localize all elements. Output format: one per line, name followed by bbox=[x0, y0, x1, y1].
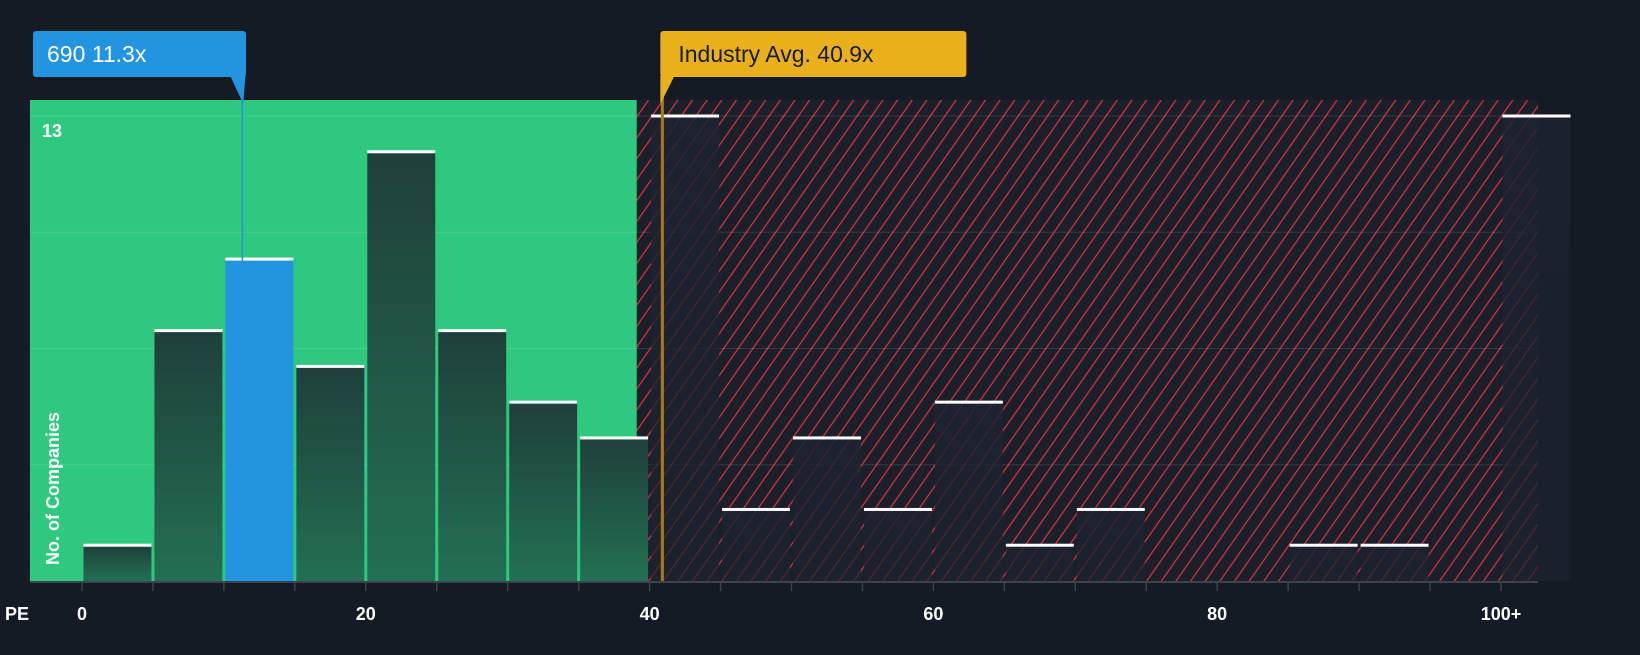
bar-top-cap bbox=[1289, 543, 1358, 547]
bar-top-cap bbox=[1005, 543, 1074, 547]
histogram-bar bbox=[1502, 116, 1571, 581]
bar-top-cap bbox=[1360, 543, 1429, 547]
industry-callout bbox=[660, 31, 967, 77]
bar-top-cap bbox=[651, 114, 720, 118]
bar-top-cap bbox=[580, 436, 649, 440]
company-callout-label: 690 11.3x bbox=[47, 41, 147, 67]
histogram-bar bbox=[509, 402, 578, 581]
x-tick-label: 60 bbox=[923, 604, 943, 624]
x-tick-label: 20 bbox=[356, 604, 376, 624]
histogram-bar bbox=[934, 402, 1003, 581]
bar-top-cap bbox=[367, 150, 436, 154]
overvalued-zone bbox=[636, 100, 1538, 581]
histogram-bar bbox=[1360, 545, 1429, 581]
histogram-bar bbox=[83, 545, 152, 581]
histogram-bar bbox=[1076, 509, 1145, 581]
y-max-label: 13 bbox=[42, 121, 62, 141]
bar-top-cap bbox=[934, 400, 1003, 404]
bar-top-cap bbox=[1502, 114, 1571, 118]
bar-top-cap bbox=[793, 436, 861, 440]
histogram-bar bbox=[438, 330, 507, 581]
bar-top-cap bbox=[154, 329, 223, 333]
company-callout bbox=[33, 31, 246, 77]
bar-top-cap bbox=[863, 507, 932, 511]
histogram-bar bbox=[863, 509, 932, 581]
bar-top-cap bbox=[1076, 507, 1145, 511]
histogram-bar bbox=[154, 330, 223, 581]
histogram-bar bbox=[367, 151, 436, 581]
company-callout-pointer bbox=[230, 76, 246, 104]
y-axis-label: No. of Companies bbox=[43, 412, 63, 565]
x-tick-label: 0 bbox=[77, 604, 87, 624]
bar-top-cap bbox=[296, 364, 365, 368]
histogram-bar bbox=[793, 437, 861, 581]
histogram-bar bbox=[225, 259, 294, 581]
x-tick-label: 100+ bbox=[1481, 604, 1522, 624]
bar-top-cap bbox=[722, 507, 790, 511]
bar-top-cap bbox=[83, 543, 152, 547]
histogram-bar bbox=[1289, 545, 1358, 581]
bar-top-cap bbox=[509, 400, 578, 404]
x-axis-label: PE bbox=[5, 604, 29, 624]
bar-top-cap bbox=[438, 329, 507, 333]
bar-top-cap bbox=[225, 257, 294, 261]
x-tick-label: 40 bbox=[640, 604, 660, 624]
histogram-bar bbox=[580, 437, 649, 581]
industry-callout-pointer bbox=[660, 76, 675, 104]
histogram-bar bbox=[296, 366, 365, 581]
histogram-bar bbox=[1005, 545, 1074, 581]
x-tick-label: 80 bbox=[1207, 604, 1227, 624]
industry-callout-label: Industry Avg. 40.9x bbox=[678, 41, 874, 67]
histogram-bar bbox=[722, 509, 790, 581]
